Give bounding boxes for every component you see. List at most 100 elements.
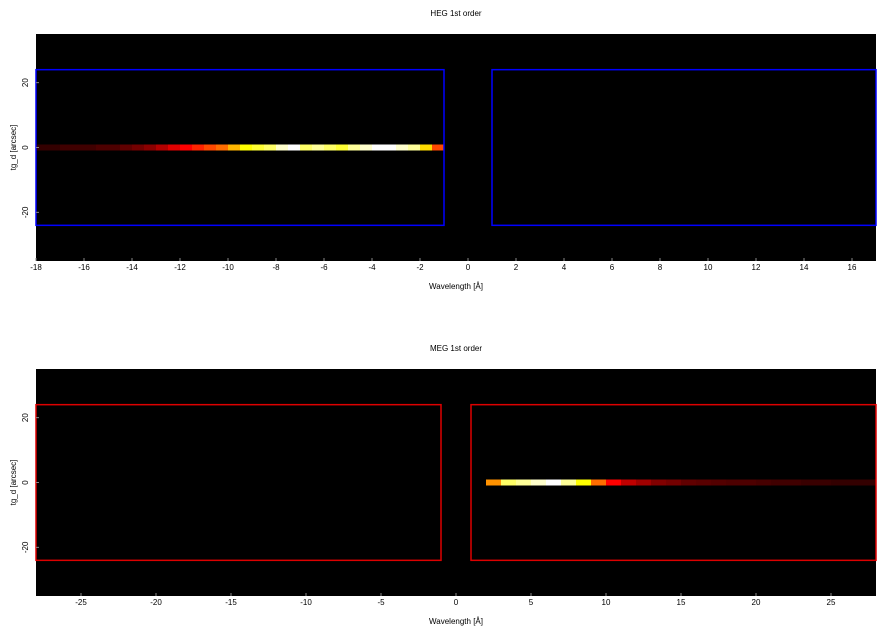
x-tick-label: 4 bbox=[562, 263, 567, 272]
streak-bin bbox=[486, 479, 502, 486]
streak-bin bbox=[408, 144, 421, 151]
streak-bin bbox=[252, 144, 265, 151]
x-tick-label: 25 bbox=[827, 598, 836, 607]
x-tick-label: -5 bbox=[377, 598, 385, 607]
x-tick-label: 12 bbox=[752, 263, 761, 272]
x-tick-label: -20 bbox=[150, 598, 162, 607]
streak-bin bbox=[288, 144, 301, 151]
streak-bin bbox=[108, 144, 121, 151]
streak-bin bbox=[396, 144, 409, 151]
streak-bin bbox=[144, 144, 157, 151]
streak-bin bbox=[204, 144, 217, 151]
streak-bin bbox=[72, 144, 85, 151]
chart-title: HEG 1st order bbox=[430, 9, 481, 18]
streak-bin bbox=[36, 144, 49, 151]
streak-bin bbox=[636, 479, 652, 486]
streak-bin bbox=[156, 144, 169, 151]
streak-bin bbox=[846, 479, 862, 486]
x-tick-label: 0 bbox=[466, 263, 471, 272]
streak-bin bbox=[96, 144, 109, 151]
streak-bin bbox=[741, 479, 757, 486]
y-tick-label: -20 bbox=[21, 541, 30, 553]
streak-bin bbox=[84, 144, 97, 151]
streak-bin bbox=[561, 479, 577, 486]
x-tick-label: -15 bbox=[225, 598, 237, 607]
streak-bin bbox=[300, 144, 313, 151]
x-tick-label: -10 bbox=[300, 598, 312, 607]
streak-bin bbox=[48, 144, 61, 151]
x-tick-label: -18 bbox=[30, 263, 42, 272]
streak-bin bbox=[420, 144, 433, 151]
streak-bin bbox=[501, 479, 517, 486]
streak-bin bbox=[696, 479, 712, 486]
streak-bin bbox=[861, 479, 877, 486]
streak-bin bbox=[786, 479, 802, 486]
streak-bin bbox=[726, 479, 742, 486]
region bbox=[470, 403, 877, 562]
x-tick-label: 10 bbox=[704, 263, 713, 272]
x-tick-label: 15 bbox=[677, 598, 686, 607]
y-tick-label: 20 bbox=[21, 413, 30, 422]
streak-bin bbox=[120, 144, 133, 151]
streak-bin bbox=[576, 479, 592, 486]
streak-bin bbox=[432, 144, 445, 151]
streak-bin bbox=[771, 479, 787, 486]
x-tick-label: -6 bbox=[320, 263, 328, 272]
chart-title: MEG 1st order bbox=[430, 344, 482, 353]
x-tick-label: -12 bbox=[174, 263, 186, 272]
streak-bin bbox=[192, 144, 205, 151]
x-tick-label: 10 bbox=[602, 598, 611, 607]
x-axis-label: Wavelength [Å] bbox=[429, 282, 483, 291]
y-axis-label: tg_d [arcsec] bbox=[9, 125, 18, 171]
x-tick-label: -14 bbox=[126, 263, 138, 272]
streak-bin bbox=[756, 479, 772, 486]
x-tick-label: -8 bbox=[272, 263, 280, 272]
streak-bin bbox=[60, 144, 73, 151]
streak-bin bbox=[228, 144, 241, 151]
x-tick-label: -2 bbox=[416, 263, 424, 272]
y-tick-label: -20 bbox=[21, 206, 30, 218]
streak-bin bbox=[651, 479, 667, 486]
streak-bin bbox=[516, 479, 532, 486]
x-tick-label: 6 bbox=[610, 263, 615, 272]
streak-bin bbox=[360, 144, 373, 151]
region bbox=[491, 68, 877, 227]
streak-bin bbox=[801, 479, 817, 486]
x-tick-label: -10 bbox=[222, 263, 234, 272]
x-tick-label: -16 bbox=[78, 263, 90, 272]
streak-bin bbox=[816, 479, 832, 486]
streak-bin bbox=[336, 144, 349, 151]
x-axis-label: Wavelength [Å] bbox=[429, 617, 483, 626]
streak-bin bbox=[132, 144, 145, 151]
x-tick-label: 8 bbox=[658, 263, 663, 272]
streak-bin bbox=[372, 144, 385, 151]
streak-bin bbox=[180, 144, 193, 151]
y-tick-label: 0 bbox=[21, 145, 30, 150]
streak-bin bbox=[384, 144, 397, 151]
y-tick-label: 0 bbox=[21, 480, 30, 485]
streak-bin bbox=[681, 479, 697, 486]
x-tick-label: -25 bbox=[75, 598, 87, 607]
streak-bin bbox=[240, 144, 253, 151]
streak-bin bbox=[591, 479, 607, 486]
streak-bin bbox=[546, 479, 562, 486]
streak-bin bbox=[324, 144, 337, 151]
x-tick-label: 5 bbox=[529, 598, 534, 607]
streak-bin bbox=[531, 479, 547, 486]
streak-bin bbox=[621, 479, 637, 486]
streak-bin bbox=[276, 144, 289, 151]
y-tick-label: 20 bbox=[21, 78, 30, 87]
streak-bin bbox=[666, 479, 682, 486]
x-tick-label: 16 bbox=[848, 263, 857, 272]
streak-bin bbox=[831, 479, 847, 486]
streak-bin bbox=[312, 144, 325, 151]
streak-bin bbox=[348, 144, 361, 151]
x-tick-label: -4 bbox=[368, 263, 376, 272]
x-tick-label: 2 bbox=[514, 263, 519, 272]
y-axis-label: tg_d [arcsec] bbox=[9, 460, 18, 506]
x-tick-label: 0 bbox=[454, 598, 459, 607]
streak-bin bbox=[168, 144, 181, 151]
streak-bin bbox=[264, 144, 277, 151]
x-tick-label: 20 bbox=[752, 598, 761, 607]
